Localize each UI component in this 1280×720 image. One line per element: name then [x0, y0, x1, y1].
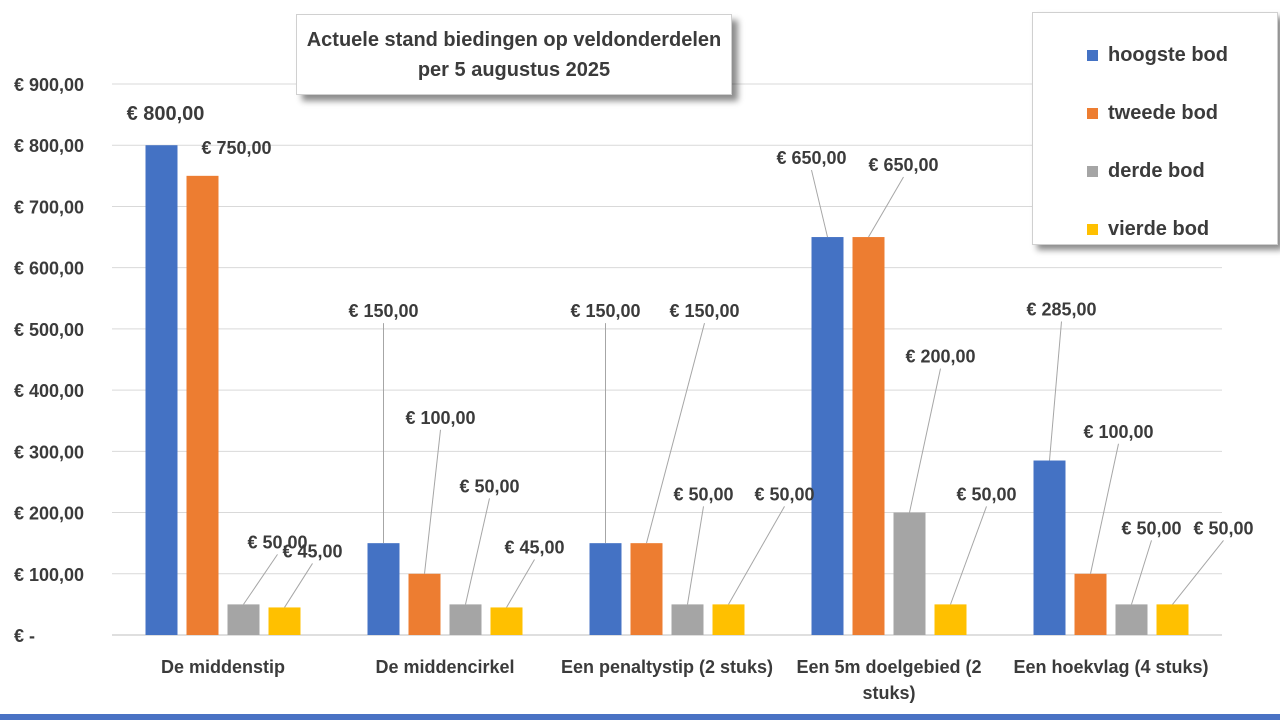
- bar: [1033, 460, 1066, 635]
- x-category-label: De middencirkel: [375, 657, 514, 677]
- y-tick-label: € 800,00: [14, 136, 84, 156]
- bar: [145, 145, 178, 635]
- data-label: € 45,00: [282, 541, 342, 561]
- bar: [589, 543, 622, 635]
- legend-swatch-vierde-bod: [1087, 223, 1098, 235]
- data-label: € 100,00: [405, 408, 475, 428]
- data-label: € 150,00: [348, 301, 418, 321]
- bar: [1156, 604, 1189, 635]
- leader-line: [465, 498, 490, 605]
- data-label: € 50,00: [1193, 518, 1253, 538]
- chart-title: Actuele stand biedingen op veldonderdele…: [296, 14, 732, 95]
- data-label: € 50,00: [459, 476, 519, 496]
- bar: [1074, 573, 1107, 635]
- x-category-label: Een penaltystip (2 stuks): [561, 657, 773, 677]
- bar: [408, 573, 441, 635]
- data-label: € 750,00: [201, 138, 271, 158]
- leader-line: [284, 563, 313, 608]
- data-label: € 45,00: [504, 537, 564, 557]
- chart-legend: hoogste bod tweede bod derde bod vierde …: [1032, 12, 1278, 245]
- legend-swatch-derde-bod: [1087, 165, 1098, 177]
- leader-line: [1131, 540, 1152, 605]
- leader-line: [1172, 540, 1224, 605]
- bar: [671, 604, 704, 635]
- bar: [490, 607, 523, 635]
- chart-title-line-1: Actuele stand biedingen op veldonderdele…: [306, 28, 722, 51]
- y-tick-label: € 300,00: [14, 442, 84, 462]
- bar: [712, 604, 745, 635]
- bar: [852, 237, 885, 636]
- leader-line: [1049, 321, 1062, 461]
- data-label: € 50,00: [673, 484, 733, 504]
- leader-line: [687, 506, 704, 605]
- legend-item-derde-bod: derde bod: [1087, 159, 1205, 183]
- x-category-label: Een hoekvlag (4 stuks): [1013, 657, 1208, 677]
- x-category-label: stuks): [862, 683, 915, 703]
- leader-line: [950, 506, 987, 605]
- data-label: € 50,00: [956, 484, 1016, 504]
- legend-swatch-hoogste-bod: [1087, 49, 1098, 61]
- bar: [1115, 604, 1148, 635]
- bar: [268, 607, 301, 635]
- y-tick-label: € 500,00: [14, 320, 84, 340]
- bar: [449, 604, 482, 635]
- y-tick-label: € 100,00: [14, 565, 84, 585]
- data-label: € 650,00: [868, 155, 938, 175]
- legend-item-hoogste-bod: hoogste bod: [1087, 43, 1228, 67]
- leader-line: [506, 559, 535, 608]
- legend-label-hoogste-bod: hoogste bod: [1108, 43, 1228, 66]
- x-category-label: Een 5m doelgebied (2: [796, 657, 981, 677]
- bar: [893, 512, 926, 635]
- leader-line: [728, 506, 785, 605]
- bar: [227, 604, 260, 635]
- y-tick-label: € 400,00: [14, 381, 84, 401]
- y-tick-label: € 700,00: [14, 197, 84, 217]
- legend-label-vierde-bod: vierde bod: [1108, 217, 1210, 240]
- data-label: € 150,00: [669, 301, 739, 321]
- legend-item-vierde-bod: vierde bod: [1087, 217, 1209, 241]
- data-label: € 50,00: [754, 484, 814, 504]
- bar: [934, 604, 967, 635]
- bottom-accent-line: [0, 714, 1280, 720]
- y-tick-label: € 200,00: [14, 504, 84, 524]
- data-label: € 50,00: [1121, 518, 1181, 538]
- leader-line: [424, 429, 441, 574]
- x-category-label: De middenstip: [161, 657, 285, 677]
- leader-line: [811, 169, 828, 238]
- bar: [186, 175, 219, 636]
- leader-line: [243, 554, 278, 605]
- leader-line: [868, 176, 904, 238]
- leader-line: [1090, 443, 1119, 574]
- legend-label-tweede-bod: tweede bod: [1108, 101, 1219, 124]
- leader-line: [909, 368, 941, 513]
- data-label: € 285,00: [1026, 300, 1096, 320]
- data-label: € 50,00: [247, 532, 307, 552]
- chart-title-line-2: per 5 augustus 2025: [417, 58, 611, 81]
- data-label: € 800,00: [127, 103, 205, 125]
- legend-label-derde-bod: derde bod: [1108, 159, 1205, 182]
- data-label: € 100,00: [1083, 422, 1153, 442]
- leader-line: [646, 323, 705, 544]
- data-label: € 200,00: [905, 347, 975, 367]
- y-tick-label: € -: [14, 626, 35, 646]
- data-label: € 150,00: [570, 301, 640, 321]
- legend-swatch-tweede-bod: [1087, 107, 1098, 119]
- y-tick-label: € 900,00: [14, 75, 84, 95]
- bar: [630, 543, 663, 635]
- y-tick-label: € 600,00: [14, 259, 84, 279]
- legend-item-tweede-bod: tweede bod: [1087, 101, 1218, 125]
- bar: [811, 237, 844, 636]
- bar: [367, 543, 400, 635]
- data-label: € 650,00: [776, 148, 846, 168]
